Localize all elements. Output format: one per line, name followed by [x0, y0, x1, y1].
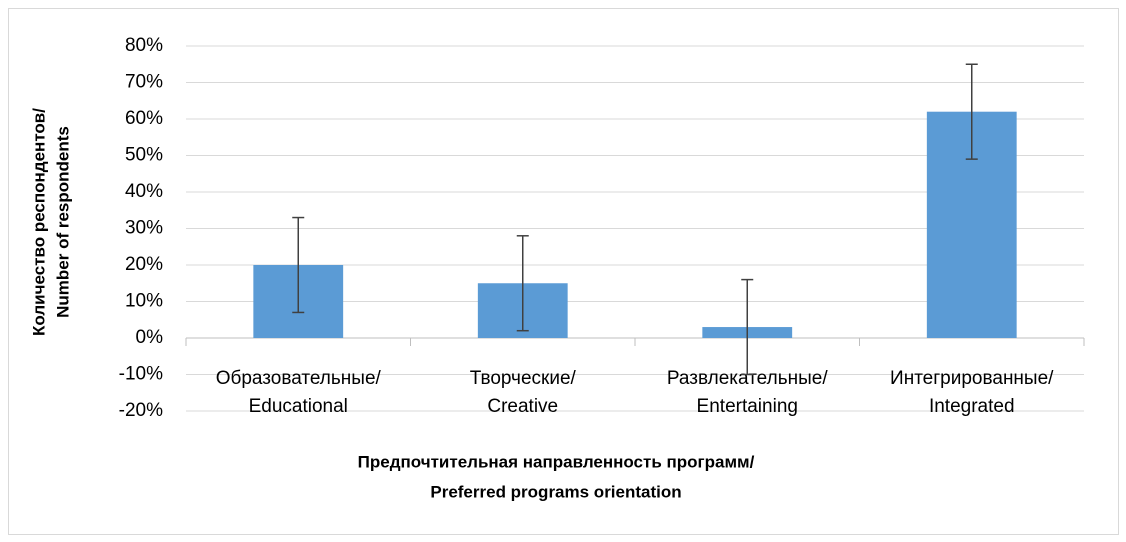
x-tick-label: Развлекательные/ [667, 368, 828, 389]
y-tick-label: 60% [125, 108, 163, 129]
x-tick-label: Entertaining [697, 396, 798, 417]
y-tick-label: 30% [125, 218, 163, 239]
x-tick-label: Creative [487, 396, 558, 417]
x-axis-title: Preferred programs orientation [430, 482, 681, 501]
x-tick-label: Образовательные/ [216, 368, 382, 389]
error-bar [292, 216, 305, 314]
y-tick-label: 40% [125, 181, 163, 202]
y-tick-label: -20% [119, 400, 163, 421]
y-axis-title: Number of respondents [53, 126, 72, 318]
x-tick-label: Educational [249, 396, 348, 417]
y-tick-label: 80% [125, 35, 163, 56]
y-axis-title: Количество респондентов/ [29, 108, 48, 336]
error-bar [965, 63, 978, 160]
y-tick-label: -10% [119, 364, 163, 385]
error-bar [741, 278, 754, 376]
x-tick-label: Творческие/ [470, 368, 577, 389]
x-tick-label: Integrated [929, 396, 1015, 417]
y-tick-label: 0% [136, 327, 164, 348]
y-tick-label: 20% [125, 254, 163, 275]
x-tick-label: Интегрированные/ [890, 368, 1054, 389]
y-tick-label: 50% [125, 145, 163, 166]
x-axis-title: Предпочтительная направленность программ… [358, 452, 755, 471]
error-bar [516, 235, 529, 332]
y-tick-label: 10% [125, 291, 163, 312]
y-tick-label: 70% [125, 72, 163, 93]
